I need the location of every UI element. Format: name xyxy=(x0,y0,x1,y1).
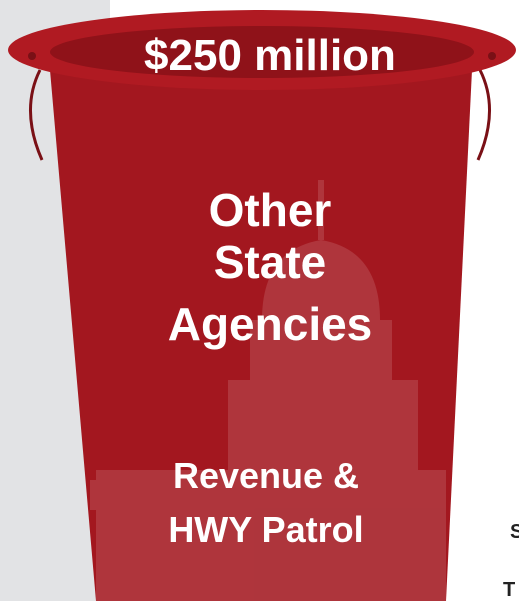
bucket-body xyxy=(50,70,472,601)
handle-right xyxy=(476,69,491,161)
amount: $250 million xyxy=(144,31,396,80)
bucket-opening xyxy=(50,26,474,78)
rivet xyxy=(28,52,36,60)
edge-text: S xyxy=(510,521,519,543)
edge-text: T xyxy=(503,579,515,601)
subtitle-line: Revenue & xyxy=(173,455,359,496)
capitol-silhouette xyxy=(90,180,446,601)
title-line: Other xyxy=(209,184,332,236)
title-line: State xyxy=(214,236,326,288)
subtitle-line: HWY Patrol xyxy=(168,509,363,550)
handle-left xyxy=(29,69,44,161)
rivet xyxy=(488,52,496,60)
title-line: Agencies xyxy=(168,298,373,350)
